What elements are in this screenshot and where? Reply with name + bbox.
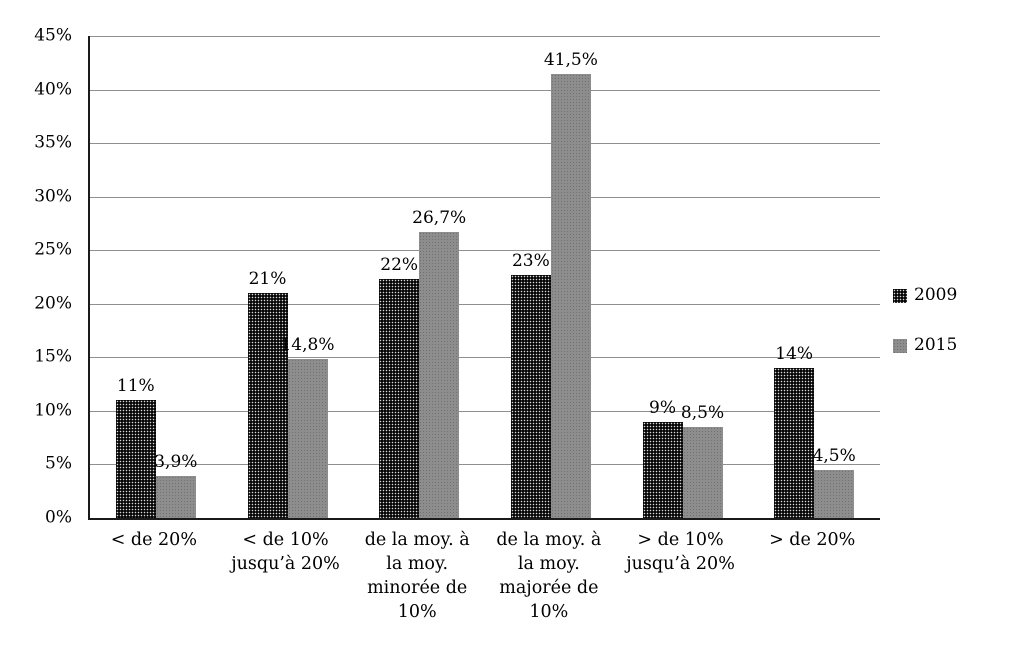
bar-2015: 3,9% (154, 452, 197, 518)
x-axis-category-label: < de 10% jusqu’à 20% (231, 530, 340, 575)
legend-label: 2015 (914, 335, 958, 355)
bar-2015: 4,5% (813, 446, 856, 518)
legend-item-2009: 2009 (893, 287, 957, 304)
y-axis-tick-label: 25% (34, 239, 72, 260)
y-axis-tick-label: 5% (45, 453, 72, 474)
x-axis-category-labels: < de 20% < de 10% jusqu’à 20% de la moy. à… (88, 528, 878, 625)
legend: 2009 2015 (893, 287, 957, 387)
x-axis-category-label: < de 20% (110, 530, 197, 550)
bar-value-label: 11% (116, 376, 155, 397)
bar-value-label: 9% (649, 397, 677, 418)
y-axis-tick-label: 10% (34, 400, 72, 421)
y-axis-tick-label: 15% (34, 346, 72, 367)
bar-group: 11% 3,9% (90, 36, 222, 518)
bar-group: 23% 41,5% (485, 36, 617, 518)
y-axis-tick-label: 45% (34, 25, 72, 46)
gridline (90, 36, 880, 37)
bar-2015: 41,5% (544, 50, 598, 518)
y-axis-tick-label: 40% (34, 79, 72, 100)
y-axis-tick-label: 35% (34, 132, 72, 153)
bar-group: 9% 8,5% (617, 36, 749, 518)
bar-2009: 14% (774, 344, 815, 518)
y-axis-tick-label: 20% (34, 293, 72, 314)
gridline (90, 250, 880, 252)
x-axis-category-label: de la moy. à la moy. majorée de 10% (496, 530, 602, 623)
bar-groups: 11% 3,9% 21% 14,8% 22% 26,7% 23% 41,5% 9% 8,5% 14%… (90, 36, 880, 518)
legend-item-2015: 2015 (893, 337, 957, 354)
gridline (90, 303, 880, 305)
y-axis-tick-label: 0% (45, 507, 72, 528)
bar-value-label: 3,9% (154, 452, 198, 473)
bar-2015: 14,8% (280, 335, 335, 518)
gridline (90, 410, 880, 412)
gridline (90, 464, 880, 466)
bar-value-label: 4,5% (812, 445, 856, 466)
x-axis-category-label: > de 10% jusqu’à 20% (626, 530, 735, 575)
x-axis-category-label: de la moy. à la moy. minorée de 10% (364, 530, 470, 623)
legend-label: 2009 (914, 285, 958, 305)
x-axis-category-label: > de 20% (769, 530, 856, 550)
gridline (90, 196, 880, 198)
bar-value-label: 23% (511, 250, 550, 271)
bar-value-label: 26,7% (412, 208, 467, 229)
bar-value-label: 8,5% (680, 402, 725, 423)
y-axis-tick-label: 30% (34, 186, 72, 207)
bar-2009: 22% (379, 255, 420, 518)
bar-value-label: 14,8% (280, 335, 335, 356)
gridline (90, 143, 880, 145)
plot-area: 11% 3,9% 21% 14,8% 22% 26,7% 23% 41,5% 9% 8,5% 14%… (88, 36, 880, 520)
bar-value-label: 14% (775, 344, 814, 365)
bar-2009: 21% (247, 269, 288, 518)
bar-value-label: 21% (248, 269, 287, 290)
gridline (90, 89, 880, 91)
bar-value-label: 41,5% (543, 49, 598, 70)
bar-2009: 23% (510, 251, 551, 518)
bar-2009: 9% (642, 398, 683, 518)
legend-swatch-2009 (893, 288, 907, 303)
bar-2009: 11% (115, 376, 156, 518)
gridline (90, 357, 880, 359)
bar-2015: 8,5% (681, 403, 724, 518)
bar-group: 14% 4,5% (748, 36, 880, 518)
bar-group: 21% 14,8% (222, 36, 354, 518)
bar-value-label: 22% (380, 255, 419, 276)
legend-swatch-2015 (893, 338, 907, 353)
bar-group: 22% 26,7% (353, 36, 485, 518)
bar-2015: 26,7% (412, 208, 466, 518)
y-axis-tick-labels: 0% 5% 10% 15% 20% 25% 30% 35% 40% 45% (0, 27, 72, 526)
